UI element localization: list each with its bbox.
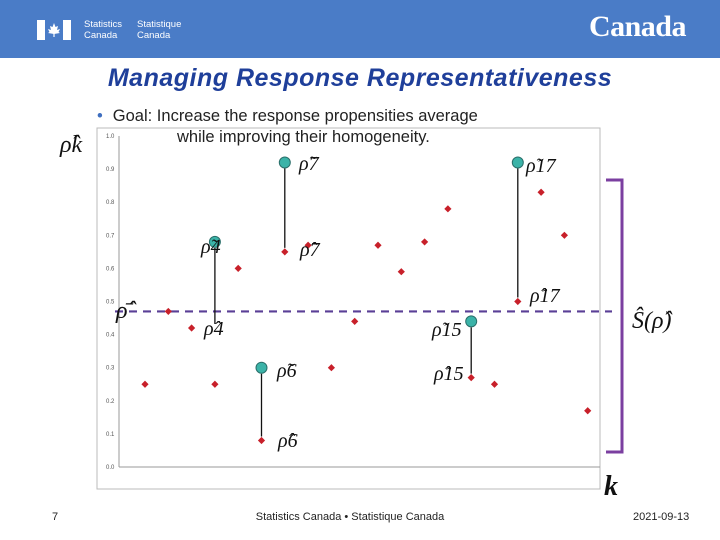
improved-point xyxy=(208,235,221,248)
y-tick-label: 0.8 xyxy=(106,200,115,206)
spread-label: Ŝ(ρ̂) xyxy=(632,307,673,334)
y-tick-label: 0.9 xyxy=(106,167,115,173)
slide-title: Managing Response Representativeness xyxy=(107,64,613,92)
estimated-propensity-label: ρ̂17 xyxy=(529,285,561,307)
improved-propensity-label: ρ̃7 xyxy=(298,153,320,175)
bullet-dot-icon: • xyxy=(97,107,103,125)
data-point xyxy=(584,407,592,415)
improved-point xyxy=(465,315,478,328)
estimated-propensity-label: ρ̂7 xyxy=(299,239,321,261)
data-point xyxy=(374,241,382,249)
data-point xyxy=(537,188,545,196)
data-point xyxy=(281,248,289,256)
y-tick-label: 0.0 xyxy=(106,465,115,471)
data-point xyxy=(421,238,429,246)
footer-date: 2021-09-13 xyxy=(633,511,690,523)
y-tick-label: 0.4 xyxy=(106,333,115,339)
estimated-propensity-label: ρ̂4 xyxy=(203,318,224,340)
data-point xyxy=(211,380,219,388)
improved-point xyxy=(511,156,524,169)
canada-flag-icon xyxy=(37,20,71,40)
estimated-propensity-label: ρ̂15 xyxy=(433,363,464,385)
y-tick-label: 0.7 xyxy=(106,233,115,239)
data-point xyxy=(257,436,266,445)
data-point xyxy=(351,317,359,325)
agency-fr-line1: Statistique xyxy=(137,19,182,30)
data-point xyxy=(490,380,499,388)
y-tick-label: 0.5 xyxy=(106,300,115,306)
canada-wordmark: Canada xyxy=(588,10,687,43)
y-tick-label: 0.2 xyxy=(106,399,115,405)
data-point xyxy=(560,231,568,239)
data-point xyxy=(188,324,196,332)
data-point xyxy=(397,268,405,276)
improved-point xyxy=(278,156,291,169)
agency-name-french: Statistique Canada xyxy=(137,19,181,41)
improved-propensity-label: ρ̃6 xyxy=(276,360,297,382)
goal-bullet: • Goal: Increase the response propensitie… xyxy=(97,106,617,148)
data-point xyxy=(164,307,172,316)
y-tick-label: 1.0 xyxy=(106,134,115,140)
plot-frame xyxy=(96,127,601,490)
page-number: 7 xyxy=(52,511,59,523)
data-point xyxy=(444,205,452,213)
improved-propensity-label: ρ̃15 xyxy=(431,319,462,341)
estimated-propensity-label: ρ̂6 xyxy=(277,430,298,452)
goal-line-2: while improving their homogeneity. xyxy=(177,128,430,146)
improved-propensity-label: ρ̃4 xyxy=(200,236,221,258)
y-tick-label: 0.1 xyxy=(106,432,115,438)
data-point xyxy=(304,241,312,249)
agency-name-english: Statistics Canada xyxy=(84,19,122,41)
y-tick-label: 0.3 xyxy=(106,366,115,372)
data-point xyxy=(467,374,475,382)
y-tick-label: 0.6 xyxy=(106,266,115,272)
spread-bracket xyxy=(606,178,624,454)
improved-point xyxy=(255,361,268,374)
agency-en-line1: Statistics xyxy=(84,19,123,30)
footer-agency: Statistics Canada • Statistique Canada xyxy=(255,511,445,523)
agency-en-line2: Canada xyxy=(84,30,118,41)
y-axis-label: ρ̂k xyxy=(59,132,83,158)
goal-line-1: Goal: Increase the response propensities… xyxy=(112,107,478,125)
data-point xyxy=(514,297,522,306)
data-point xyxy=(141,380,149,388)
x-axis-label: k xyxy=(604,471,618,502)
data-point xyxy=(327,364,335,372)
data-point xyxy=(234,264,242,272)
agency-fr-line2: Canada xyxy=(137,30,171,41)
improved-propensity-label: ρ̃17 xyxy=(525,155,557,177)
header-bar: Statistics Canada Statistique Canada Can… xyxy=(0,0,720,58)
